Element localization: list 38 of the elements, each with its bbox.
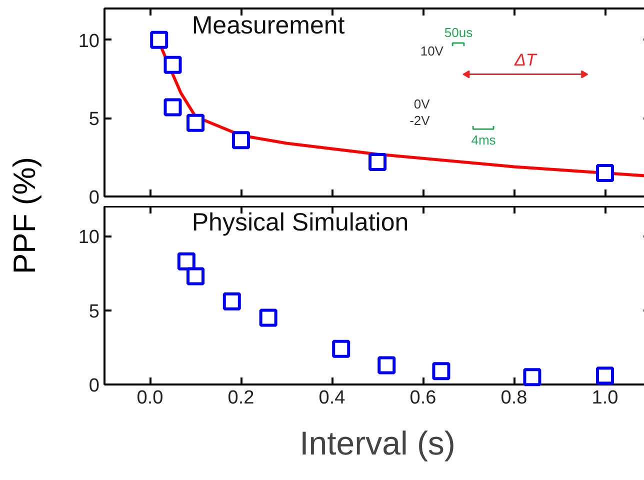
annotation: ΔT xyxy=(513,50,538,70)
y-tick-label: 0 xyxy=(88,376,100,396)
point xyxy=(332,340,350,358)
point xyxy=(596,366,614,385)
x-tick-label: 0.4 xyxy=(318,388,346,408)
chart-title: Physical Simulation xyxy=(192,208,409,237)
chart-title: Measurement xyxy=(192,11,345,40)
y-axis-title: PPF (%) xyxy=(6,156,43,274)
annotation: -2V xyxy=(410,113,430,128)
annotation: 50us xyxy=(444,24,474,40)
point xyxy=(232,131,250,150)
point xyxy=(177,252,196,270)
point xyxy=(164,56,182,74)
point xyxy=(186,114,204,132)
annotation: 0V xyxy=(414,96,430,112)
y-tick-label: 5 xyxy=(88,109,100,130)
x-tick-label: 0.2 xyxy=(228,388,254,408)
point xyxy=(222,292,241,310)
x-tick-label: 0.6 xyxy=(410,388,436,408)
y-tick-label: 10 xyxy=(78,227,100,248)
annotation: 4ms xyxy=(471,132,496,148)
y-tick-label: 5 xyxy=(88,301,100,322)
x-tick-label: 0.0 xyxy=(136,388,164,408)
annotation: 10V xyxy=(420,43,444,58)
point xyxy=(164,98,182,116)
x-axis-title: Interval (s) xyxy=(300,424,456,462)
point xyxy=(432,362,450,380)
point xyxy=(186,267,204,286)
point xyxy=(368,153,386,172)
point xyxy=(523,368,542,386)
point xyxy=(259,308,278,327)
point xyxy=(150,30,168,49)
point xyxy=(596,164,614,182)
y-tick-label: 10 xyxy=(78,30,100,52)
x-tick-label: 0.8 xyxy=(500,388,528,408)
y-tick-label: 0 xyxy=(88,188,100,208)
point xyxy=(378,356,396,374)
x-tick-label: 1.0 xyxy=(592,388,618,408)
